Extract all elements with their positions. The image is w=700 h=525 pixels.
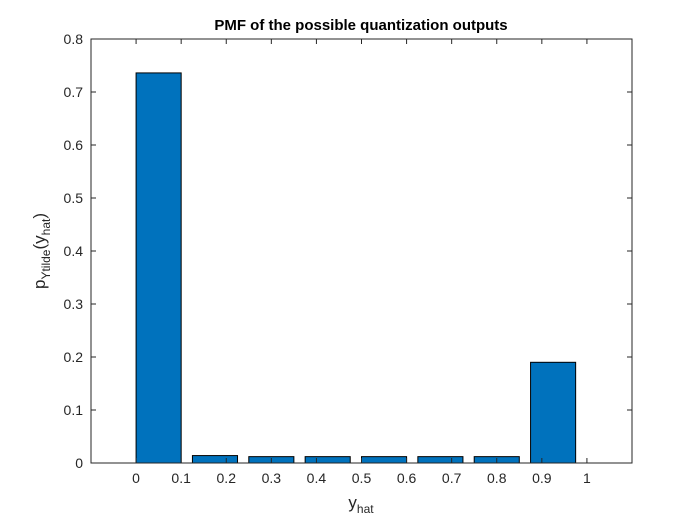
bar-1: [135, 72, 182, 464]
x-axis-label: yhat: [348, 493, 374, 516]
x-axis-label-base: y: [348, 493, 357, 512]
y-tick-label: 0.5: [64, 190, 84, 206]
bar-4: [304, 456, 351, 464]
y-axis-label-arg-sub: hat: [39, 218, 53, 235]
y-tick-label: 0.1: [64, 402, 84, 418]
y-tick-label: 0.6: [64, 137, 84, 153]
x-tick-label: 0.7: [442, 470, 462, 486]
bar-2: [191, 455, 239, 464]
x-tick-label: 1: [583, 470, 591, 486]
x-tick-label: 0.6: [397, 470, 417, 486]
bars-group: [135, 72, 577, 464]
y-axis-label-sub: Ytilde: [39, 249, 53, 279]
x-tick-label: 0.2: [217, 470, 237, 486]
y-axis-label-paren-open: (y: [30, 235, 49, 250]
y-axis-label-base: p: [30, 280, 49, 289]
y-tick-label: 0.8: [64, 31, 84, 47]
x-tick-label: 0.4: [307, 470, 327, 486]
y-tick-label: 0.7: [64, 84, 84, 100]
y-tick-label: 0: [75, 455, 83, 471]
x-tick-label: 0: [132, 470, 140, 486]
y-axis-label-paren-close: ): [30, 213, 49, 219]
ticks-group: [91, 38, 632, 464]
bar-5: [361, 456, 408, 464]
x-tick-label: 0.9: [532, 470, 552, 486]
chart-title: PMF of the possible quantization outputs: [214, 17, 507, 34]
y-tick-label: 0.2: [64, 349, 84, 365]
y-tick-label: 0.4: [64, 243, 84, 259]
x-tick-label: 0.8: [487, 470, 507, 486]
tick-labels-group: 0 0.1 0.2 0.3 0.4 0.5 0.6 0.7 0.8 0.9 1 0 0.1 0.2 0.3 0…: [64, 31, 591, 486]
x-axis-label-sub: hat: [357, 502, 374, 516]
x-tick-label: 0.3: [262, 470, 282, 486]
x-tick-label: 0.1: [171, 470, 191, 486]
x-tick-label: 0.5: [352, 470, 372, 486]
y-tick-label: 0.3: [64, 296, 84, 312]
bar-6: [417, 456, 464, 464]
y-axis-label: pYtilde(yhat): [30, 213, 53, 289]
bar-8: [530, 361, 577, 464]
